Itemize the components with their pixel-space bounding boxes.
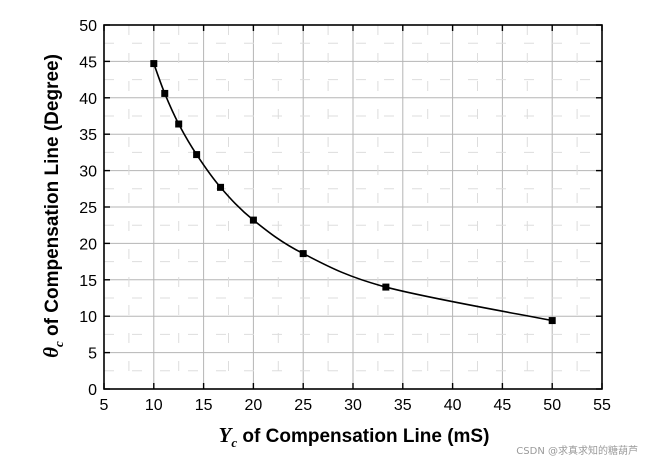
y-tick-label: 25 <box>79 200 97 217</box>
x-tick-label: 5 <box>100 397 109 414</box>
x-axis-symbol: Y <box>219 423 234 447</box>
data-point <box>548 317 556 325</box>
data-point <box>249 216 257 224</box>
y-axis-title: θc of Compensation Line (Degree) <box>39 54 66 358</box>
x-tick-label: 40 <box>444 397 462 414</box>
x-axis-label: of Compensation Line (mS) <box>237 426 489 447</box>
x-tick-label: 10 <box>145 397 163 414</box>
y-tick-label: 10 <box>79 309 97 326</box>
y-tick-label: 40 <box>79 91 97 108</box>
y-tick-label: 35 <box>79 127 97 144</box>
x-tick-label: 55 <box>593 397 611 414</box>
data-point <box>217 183 225 191</box>
x-tick-label: 45 <box>494 397 512 414</box>
watermark: CSDN @求真求知的糖葫芦 <box>516 446 638 457</box>
y-tick-label: 50 <box>79 18 97 35</box>
x-tick-label: 15 <box>195 397 213 414</box>
grid <box>104 25 602 389</box>
data-point <box>161 89 169 97</box>
y-tick-label: 5 <box>88 346 97 363</box>
data-point <box>299 250 307 258</box>
data-point <box>175 120 183 128</box>
y-axis-symbol: θ <box>39 347 63 358</box>
x-axis-subscript: c <box>231 435 237 450</box>
x-tick-label: 20 <box>245 397 263 414</box>
y-tick-label: 0 <box>88 382 97 399</box>
y-tick-label: 20 <box>79 236 97 253</box>
x-axis-title: Yc of Compensation Line (mS) <box>219 423 490 450</box>
x-tick-label: 35 <box>394 397 412 414</box>
y-tick-label: 45 <box>79 54 97 71</box>
y-axis-label: of Compensation Line (Degree) <box>42 54 63 341</box>
y-tick-label: 30 <box>79 164 97 181</box>
axes <box>103 24 603 390</box>
data-point <box>193 151 201 159</box>
x-tick-label: 25 <box>294 397 312 414</box>
x-tick-label: 30 <box>344 397 362 414</box>
data-point <box>150 60 158 68</box>
data-point <box>382 283 390 291</box>
y-axis-subscript: c <box>51 341 66 347</box>
data-series <box>150 60 556 325</box>
y-tick-label: 15 <box>79 273 97 290</box>
x-tick-label: 50 <box>543 397 561 414</box>
tick-labels: 5 10 15 20 25 30 35 40 45 50 550510152025303540455… <box>79 18 611 414</box>
